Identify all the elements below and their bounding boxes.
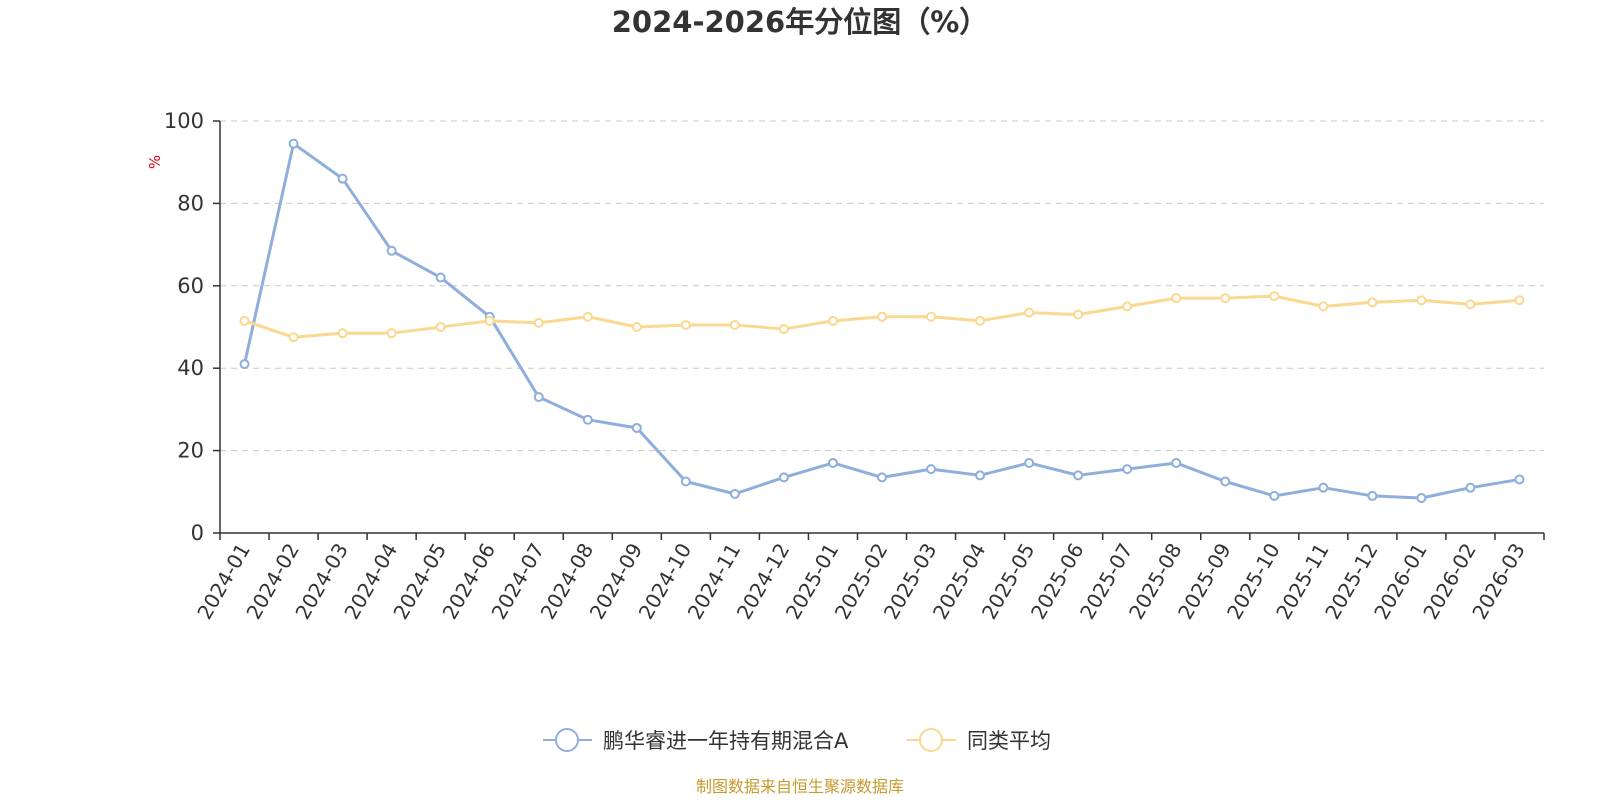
series-lines [239, 138, 1525, 503]
data-point-a-2025-06 [1073, 470, 1084, 481]
data-point-a-2024-07 [533, 392, 544, 403]
data-point-b-2025-09 [1220, 293, 1231, 304]
data-point-b-2024-10 [680, 319, 691, 330]
axes: 0204060801002024-012024-022024-032024-04… [164, 109, 1545, 623]
data-point-a-2024-08 [582, 414, 593, 425]
data-point-b-2025-11 [1318, 301, 1329, 312]
y-tick-label-20: 20 [177, 439, 204, 463]
data-point-b-2025-06 [1073, 309, 1084, 320]
data-point-a-2026-03 [1514, 474, 1525, 485]
y-tick-label-80: 80 [177, 191, 204, 215]
legend-swatch-series-b-icon [919, 728, 943, 752]
data-point-a-2025-05 [1024, 457, 1035, 468]
data-point-a-2024-01 [239, 359, 250, 370]
y-tick-label-40: 40 [177, 356, 204, 380]
data-point-a-2025-04 [975, 470, 986, 481]
y-tick-label-0: 0 [191, 521, 204, 545]
data-point-b-2024-08 [582, 311, 593, 322]
data-point-b-2024-09 [631, 322, 642, 332]
data-point-a-2026-02 [1465, 482, 1476, 493]
data-point-a-2025-02 [877, 472, 887, 483]
legend-item-series-a[interactable]: 鹏华睿进一年持有期混合A [543, 728, 849, 753]
data-point-b-2024-07 [533, 317, 544, 328]
data-point-b-2025-10 [1269, 291, 1280, 302]
data-point-a-2024-02 [288, 138, 299, 149]
data-point-b-2024-12 [778, 324, 789, 335]
y-axis-unit: % [146, 155, 164, 169]
grid-lines [220, 120, 1544, 452]
data-point-b-2025-01 [827, 315, 838, 326]
data-point-a-2024-03 [337, 173, 348, 184]
data-point-b-2024-06 [484, 315, 495, 326]
data-source-note: 制图数据来自恒生聚源数据库 [696, 777, 904, 796]
legend-swatch-series-a-icon [555, 728, 579, 752]
data-point-a-2024-11 [729, 488, 740, 499]
data-point-b-2025-07 [1122, 301, 1133, 312]
data-point-b-2025-02 [877, 311, 887, 322]
legend-item-series-b[interactable]: 同类平均 [907, 728, 1051, 753]
data-point-a-2024-12 [778, 472, 789, 483]
legend-label-series-b: 同类平均 [967, 729, 1051, 753]
data-point-b-2025-03 [926, 311, 937, 322]
data-point-a-2025-01 [827, 457, 838, 468]
data-point-a-2025-11 [1318, 482, 1329, 493]
data-point-a-2025-10 [1269, 490, 1280, 501]
data-point-b-2024-03 [337, 328, 348, 339]
series-b [239, 291, 1525, 343]
data-point-b-2026-01 [1416, 295, 1427, 306]
data-point-a-2025-07 [1122, 464, 1133, 475]
data-point-a-2024-09 [631, 422, 642, 433]
data-point-a-2025-09 [1220, 476, 1231, 487]
data-point-a-2024-04 [386, 245, 397, 256]
data-point-a-2026-01 [1416, 492, 1427, 503]
data-point-a-2024-10 [680, 476, 691, 487]
data-point-b-2024-01 [239, 315, 250, 326]
legend-label-series-a: 鹏华睿进一年持有期混合A [603, 729, 849, 753]
data-point-a-2025-08 [1171, 457, 1182, 468]
data-point-b-2026-03 [1514, 295, 1525, 306]
data-point-b-2025-05 [1024, 307, 1035, 318]
chart-title: 2024-2026年分位图（%） [612, 5, 989, 39]
data-point-b-2024-05 [435, 322, 446, 332]
data-point-b-2025-08 [1171, 293, 1182, 304]
data-point-b-2025-04 [975, 315, 986, 326]
legend[interactable]: 鹏华睿进一年持有期混合A 同类平均 [543, 728, 1051, 753]
data-point-b-2025-12 [1367, 297, 1378, 308]
y-tick-label-60: 60 [177, 274, 204, 298]
data-point-b-2024-11 [729, 319, 740, 330]
y-tick-label-100: 100 [164, 109, 204, 133]
data-point-a-2025-03 [926, 464, 937, 475]
data-point-a-2024-05 [435, 272, 446, 283]
data-point-b-2024-04 [386, 328, 397, 339]
data-point-a-2025-12 [1367, 490, 1378, 501]
data-point-b-2024-02 [288, 332, 299, 343]
data-point-b-2026-02 [1465, 299, 1476, 310]
